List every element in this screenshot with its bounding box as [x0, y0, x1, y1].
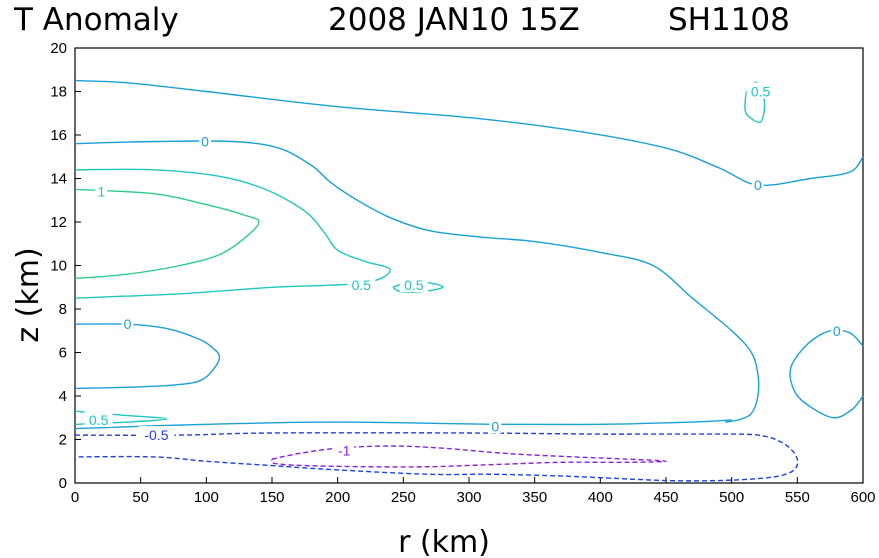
contour-line — [74, 79, 864, 187]
contour-label-bg — [95, 182, 108, 199]
y-axis: 0 2 4 6 8 10 12 14 16 18 20 — [50, 40, 81, 492]
contour-label-bg — [84, 410, 113, 427]
contour-line — [74, 432, 799, 482]
x-tick-label: 400 — [588, 489, 613, 506]
y-axis-label: z (km) — [11, 247, 46, 342]
contour-labels: 0 0 0 0 0 1 0.5 0.5 0.5 0.5 -0.5 -1 — [84, 82, 843, 458]
contour-label: 0.5 — [89, 412, 109, 428]
x-tick-label: 350 — [522, 489, 547, 506]
contour-label-bg — [199, 132, 212, 149]
x-tick-label: 450 — [653, 489, 678, 506]
y-tick-label: 0 — [59, 475, 67, 492]
x-tick-label: 550 — [785, 489, 810, 506]
contour-label-bg — [489, 417, 502, 434]
x-tick-label: 50 — [132, 489, 149, 506]
y-tick-label: 6 — [59, 345, 67, 362]
contour-line — [74, 140, 760, 423]
y-tick-label: 14 — [50, 171, 67, 188]
y-tick-label: 10 — [50, 258, 67, 275]
contour-label-bg — [751, 176, 764, 193]
y-tick-label: 8 — [59, 301, 67, 318]
contour-label-bg — [399, 276, 428, 293]
chart-title: T Anomaly — [13, 2, 179, 38]
x-tick-label: 250 — [391, 489, 416, 506]
y-tick-label: 20 — [50, 40, 67, 57]
contour-label: 0 — [754, 177, 762, 193]
contour-label-bg — [138, 426, 175, 443]
contour-label: 0.5 — [404, 277, 424, 293]
contour-line — [74, 168, 391, 299]
x-axis: 0 50 100 150 200 250 300 350 400 450 500 550 600 — [71, 477, 876, 506]
contour-label: 1 — [97, 184, 105, 200]
contour-line — [74, 188, 260, 280]
contour-line — [270, 445, 667, 468]
x-tick-label: 150 — [259, 489, 284, 506]
chart-case-id: SH1108 — [668, 2, 790, 38]
contour-label-bg — [830, 321, 843, 338]
x-tick-label: 100 — [194, 489, 219, 506]
chart-subtitle: 2008 JAN10 15Z — [328, 2, 580, 38]
contour-label-bg — [347, 276, 376, 293]
contour-label: 0 — [201, 134, 209, 150]
x-axis-label: r (km) — [398, 525, 490, 558]
y-tick-label: 4 — [59, 388, 67, 405]
contour-line — [74, 419, 732, 430]
contour-line — [74, 323, 221, 390]
contour-label-bg — [334, 441, 355, 458]
contour-label: 0 — [833, 323, 841, 339]
contour-label-bg — [121, 315, 134, 332]
contour-label: 0.5 — [751, 84, 771, 100]
y-tick-label: 2 — [59, 432, 67, 449]
contour-line — [789, 329, 864, 419]
contour-label-bg — [746, 82, 775, 99]
contour-label: 0 — [124, 316, 132, 332]
y-tick-label: 12 — [50, 214, 67, 231]
y-tick-label: 16 — [50, 127, 67, 144]
contour-label: -1 — [338, 442, 351, 458]
contour-label: 0.5 — [352, 277, 372, 293]
contour-label: -0.5 — [144, 427, 168, 443]
contour-lines — [74, 79, 864, 482]
y-tick-label: 18 — [50, 84, 67, 101]
x-tick-label: 500 — [719, 489, 744, 506]
x-tick-label: 600 — [850, 489, 875, 506]
contour-label: 0 — [491, 418, 499, 434]
x-tick-label: 300 — [456, 489, 481, 506]
x-tick-label: 0 — [71, 489, 79, 506]
x-tick-label: 200 — [325, 489, 350, 506]
